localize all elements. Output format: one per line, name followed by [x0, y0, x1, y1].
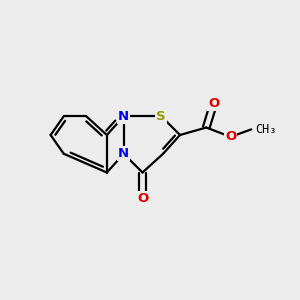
Text: O: O: [225, 130, 236, 143]
Text: S: S: [156, 110, 166, 123]
Text: O: O: [208, 97, 219, 110]
Text: CH₃: CH₃: [256, 123, 277, 136]
Text: N: N: [118, 147, 129, 160]
Text: N: N: [118, 110, 129, 123]
Text: O: O: [137, 192, 148, 205]
